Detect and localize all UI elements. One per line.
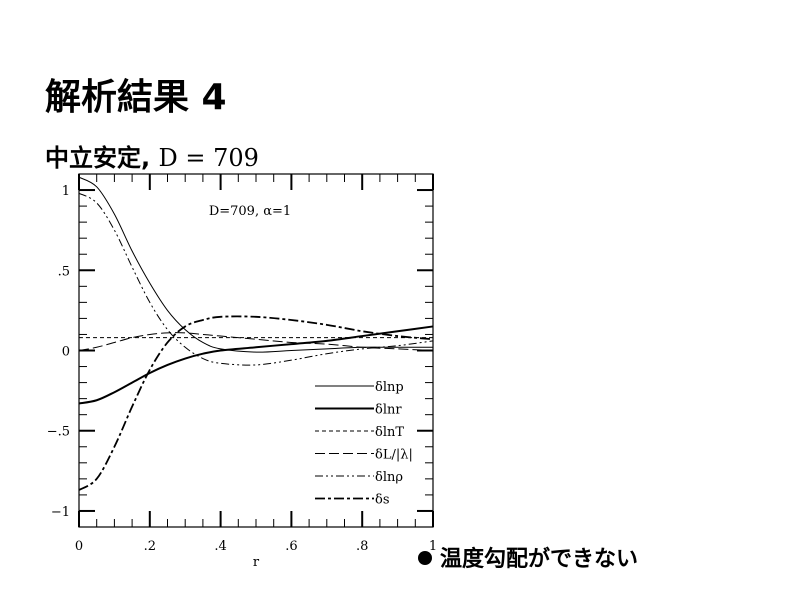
series-line-4 [78, 192, 434, 366]
subtitle-text: 中立安定, [45, 144, 151, 172]
series-line-5 [78, 315, 434, 491]
legend-label: δlnT [375, 425, 404, 440]
x-tick-label: .6 [285, 539, 297, 554]
legend-label: δlnρ [375, 470, 403, 485]
x-tick-label: .4 [214, 539, 226, 554]
series-line-1 [78, 325, 434, 405]
legend-label: δlnp [375, 380, 404, 395]
chart-annotation: D=709, α=1 [209, 204, 291, 219]
slide-subtitle: 中立安定, D = 709 [45, 138, 259, 173]
bullet-item: 温度勾配ができない [418, 541, 638, 573]
legend-label: δL/|λ| [375, 448, 413, 463]
bullet-dot-icon [418, 551, 432, 565]
x-tick-label: .2 [144, 539, 156, 554]
x-axis-label: r [253, 555, 260, 570]
x-tick-label: .8 [356, 539, 368, 554]
x-tick-label: 0 [75, 539, 83, 554]
y-tick-label: −1 [51, 505, 70, 520]
y-tick-label: .5 [58, 264, 70, 279]
subtitle-math: D = 709 [158, 144, 259, 172]
y-tick-label: −.5 [47, 425, 70, 440]
slide-title: 解析結果 4 [45, 77, 227, 118]
series-line-0 [78, 176, 433, 353]
bullet-text: 温度勾配ができない [440, 547, 639, 572]
legend-label: δs [375, 493, 390, 508]
y-tick-label: 0 [62, 345, 70, 360]
x-tick-label: 1 [429, 539, 437, 554]
legend-label: δlnr [375, 403, 402, 418]
series-line-3 [78, 332, 434, 351]
y-tick-label: 1 [62, 184, 70, 199]
